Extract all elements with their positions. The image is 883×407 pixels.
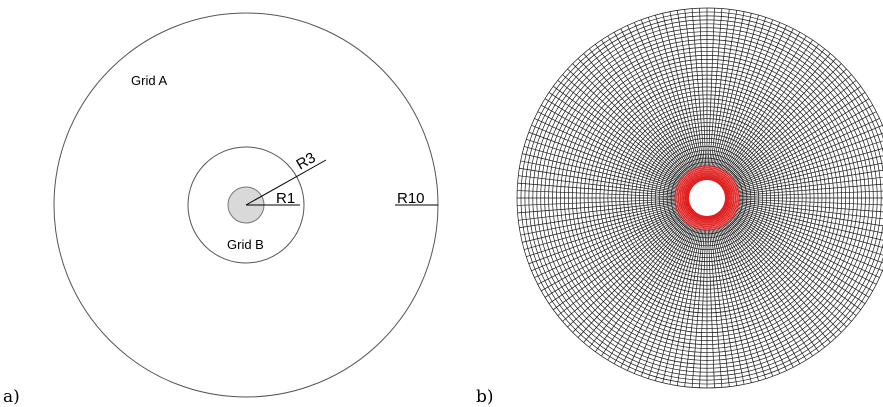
outer-grid-ring xyxy=(611,102,803,294)
panel-b-label: b) xyxy=(476,387,494,407)
panel-a-label: a) xyxy=(3,387,20,407)
outer-grid-ring xyxy=(560,51,854,345)
outer-grid-ring xyxy=(615,106,799,290)
outer-grid-ring xyxy=(627,118,787,278)
outer-grid-ring xyxy=(635,126,779,270)
outer-grid-ring xyxy=(540,31,874,365)
middle-circle-r3 xyxy=(187,146,305,264)
r3-label: R3 xyxy=(294,149,319,173)
outer-grid-ring xyxy=(670,161,744,235)
outer-grid-ring xyxy=(583,74,831,322)
outer-grid-ring xyxy=(579,70,835,326)
outer-grid-ring xyxy=(607,98,807,298)
grid-b-label: Grid B xyxy=(227,237,264,252)
outer-grid-ring xyxy=(516,7,883,389)
panel-b: b) xyxy=(476,7,883,407)
outer-grid-ring xyxy=(536,27,878,369)
outer-grid-ring xyxy=(520,11,883,385)
inner-grid-ring xyxy=(676,167,738,229)
outer-grid-ring xyxy=(619,110,795,286)
outer-grid-ring xyxy=(564,55,850,341)
outer-grid-ring xyxy=(552,43,862,353)
outer-grid-ring xyxy=(623,114,791,282)
outer-grid-ring xyxy=(587,78,827,318)
outer-grid-ring xyxy=(646,138,767,259)
outer-grid-ring xyxy=(575,66,839,330)
outer-grid-ring xyxy=(658,149,756,247)
inner-grid-ring xyxy=(674,165,740,231)
outer-grid-ring xyxy=(595,86,819,310)
outer-grid-ring xyxy=(603,94,811,302)
outer-grid-ring xyxy=(650,141,764,255)
inner-grid-ring xyxy=(683,174,731,222)
outer-grid-ring xyxy=(524,15,883,381)
outer-grid-ring xyxy=(591,82,823,314)
outer-grid-ring xyxy=(639,130,775,266)
outer-grid-ring xyxy=(556,47,858,349)
outer-grid-ring xyxy=(567,59,846,337)
center-hole xyxy=(689,180,725,216)
outer-grid-ring xyxy=(631,122,783,274)
grid-a-label: Grid A xyxy=(131,73,167,88)
outer-grid-ring xyxy=(654,145,760,251)
outer-grid-ring xyxy=(528,19,883,377)
outer-grid-ring xyxy=(544,35,870,361)
panel-a: Grid A Grid B R1 R3 R10 a) xyxy=(3,12,439,407)
outer-grid-ring xyxy=(571,62,843,334)
outer-grid-ring xyxy=(643,134,771,262)
r10-label: R10 xyxy=(397,190,425,207)
outer-grid-ring xyxy=(666,157,748,239)
inner-grid-ring xyxy=(685,176,729,220)
r1-label: R1 xyxy=(276,190,295,207)
outer-grid-ring xyxy=(548,39,866,357)
inner-grid-ring xyxy=(679,170,735,226)
inner-grid-ring xyxy=(678,169,736,227)
inner-grid-ring xyxy=(686,177,728,219)
outer-grid-ring xyxy=(599,90,815,306)
r3-radius-line xyxy=(245,159,327,206)
outer-grid-ring xyxy=(662,153,752,243)
inner-grid-ring xyxy=(681,172,733,224)
outer-grid-ring xyxy=(532,23,882,373)
